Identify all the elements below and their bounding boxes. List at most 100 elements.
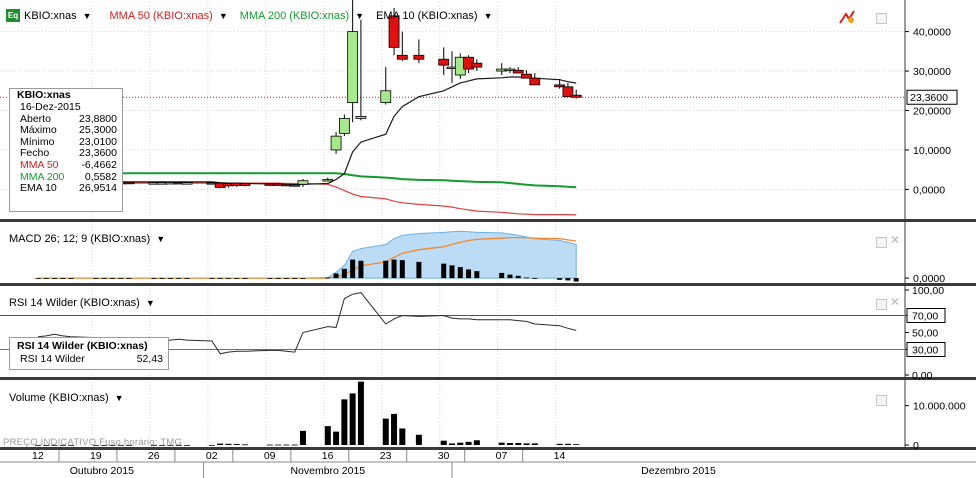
x-tick-label-day: 30 xyxy=(438,450,450,462)
volume-bar xyxy=(465,441,472,445)
macd-histogram-bar xyxy=(151,278,157,279)
candle-body xyxy=(347,31,359,104)
y-tick-label-rsi: 100,00 xyxy=(912,285,944,297)
volume-bar xyxy=(391,413,398,445)
macd-histogram-bar xyxy=(457,267,463,279)
panel-separator xyxy=(0,283,976,286)
volume-bar xyxy=(324,426,331,445)
rsi-panel-close-icon[interactable]: ✕ xyxy=(890,295,901,309)
symbol-badge-icon[interactable]: Eq xyxy=(6,9,20,22)
rsi-dropdown-icon[interactable]: ▼ xyxy=(145,298,155,308)
x-tick-label-month: Outubro 2015 xyxy=(70,465,134,477)
symbol-dropdown-icon[interactable]: ▼ xyxy=(82,10,92,21)
main-panel-settings-icon[interactable] xyxy=(876,13,887,24)
volume-bar xyxy=(59,444,66,446)
volume-bar xyxy=(299,430,306,445)
panel-separator xyxy=(0,219,976,222)
macd-histogram-bar xyxy=(110,278,116,279)
macd-histogram-bar xyxy=(441,263,447,279)
macd-histogram-bar xyxy=(573,278,579,282)
y-tick-label-rsi: 30,00 xyxy=(912,345,938,357)
info-box-mma200: MMA 200 0,5582 xyxy=(20,170,117,183)
ema10-dropdown-icon[interactable]: ▼ xyxy=(483,10,493,21)
volume-panel-settings-icon[interactable] xyxy=(876,395,887,406)
mma200-label[interactable]: MMA 200 (KBIO:xnas) xyxy=(239,9,350,22)
y-tick-label-main: 0,0000 xyxy=(913,184,945,196)
macd-title[interactable]: MACD 26; 12; 9 (KBIO:xnas) xyxy=(9,233,151,245)
ema10-label[interactable]: EMA 10 (KBIO:xnas) xyxy=(376,9,478,22)
x-tick-label-day: 14 xyxy=(554,450,566,462)
candle-body xyxy=(570,94,582,98)
macd-histogram-bar xyxy=(167,278,173,279)
macd-histogram-bar xyxy=(466,269,472,279)
macd-histogram-bar xyxy=(300,278,306,279)
volume-panel-header: Volume (KBIO:xnas) ▼ xyxy=(9,392,124,404)
macd-histogram-bar xyxy=(383,260,389,279)
panel-separator xyxy=(0,447,976,450)
candle-body xyxy=(380,90,392,104)
macd-panel-settings-icon[interactable] xyxy=(876,237,887,248)
candle-body xyxy=(396,54,408,60)
mma50-label[interactable]: MMA 50 (KBIO:xnas) xyxy=(109,9,213,22)
macd-histogram-bar xyxy=(60,278,66,279)
candle-body xyxy=(413,54,425,60)
x-tick-label-day: 09 xyxy=(264,450,276,462)
candle-body xyxy=(504,68,516,71)
macd-histogram-bar xyxy=(333,273,339,279)
volume-title[interactable]: Volume (KBIO:xnas) xyxy=(9,392,109,404)
macd-histogram-bar xyxy=(52,278,58,279)
volume-bar xyxy=(43,444,50,446)
y-tick-label-rsi: 0,00 xyxy=(912,370,933,382)
mma50-dropdown-icon[interactable]: ▼ xyxy=(218,10,228,21)
candle-body xyxy=(554,84,566,88)
info-box-open: Aberto 23,8800 xyxy=(20,112,117,125)
macd-histogram-bar xyxy=(283,278,289,279)
rsi-panel-settings-icon[interactable] xyxy=(876,299,887,310)
y-tick-label-main: 10,0000 xyxy=(913,145,951,157)
macd-histogram-bar xyxy=(474,271,480,279)
info-box-low: Mínimo 23,0100 xyxy=(20,135,117,148)
volume-bar xyxy=(573,444,580,446)
mma200-dropdown-icon[interactable]: ▼ xyxy=(355,10,365,21)
macd-panel-close-icon[interactable]: ✕ xyxy=(890,233,901,247)
candle-body xyxy=(123,181,135,185)
y-tick-label-rsi: 70,00 xyxy=(912,311,938,323)
x-axis-bg xyxy=(0,450,976,478)
x-tick-label-day: 26 xyxy=(148,450,160,462)
macd-histogram-bar xyxy=(217,278,223,279)
y-tick-label-rsi: 50,00 xyxy=(912,328,938,340)
volume-bar xyxy=(457,442,464,445)
panel-separator xyxy=(0,377,976,380)
volume-bar xyxy=(440,440,447,445)
volume-bar xyxy=(523,443,530,445)
macd-histogram-bar xyxy=(126,278,132,279)
info-box-date: 16-Dez-2015 xyxy=(20,101,81,113)
macd-dropdown-icon[interactable]: ▼ xyxy=(156,234,166,244)
candle-body xyxy=(438,58,450,66)
volume-bar xyxy=(225,443,232,445)
macd-histogram-bar xyxy=(93,278,99,279)
rsi-info-row: RSI 14 Wilder 52,43 xyxy=(20,353,163,365)
macd-histogram-bar xyxy=(267,278,273,279)
candle-body xyxy=(322,179,334,182)
alert-icon[interactable] xyxy=(839,10,855,24)
volume-bar xyxy=(515,443,522,445)
info-box-close: Fecho 23,3600 xyxy=(20,147,117,160)
volume-bar xyxy=(473,440,480,445)
volume-bar xyxy=(349,393,356,445)
volume-dropdown-icon[interactable]: ▼ xyxy=(114,393,124,403)
macd-histogram-bar xyxy=(225,278,231,279)
x-tick-label-month: Novembro 2015 xyxy=(290,465,365,477)
info-box-title: KBIO:xnas xyxy=(17,89,71,101)
macd-histogram-bar xyxy=(515,275,521,279)
macd-histogram-bar xyxy=(176,278,182,279)
symbol-label[interactable]: KBIO:xnas xyxy=(24,9,77,22)
candle-body xyxy=(471,62,483,68)
volume-bar xyxy=(184,444,191,446)
volume-bar xyxy=(68,444,75,446)
candle-body xyxy=(562,86,574,98)
volume-bar xyxy=(208,444,215,446)
volume-bar xyxy=(449,443,455,445)
volume-bar xyxy=(159,444,166,446)
rsi-title[interactable]: RSI 14 Wilder (KBIO:xnas) xyxy=(9,297,140,309)
